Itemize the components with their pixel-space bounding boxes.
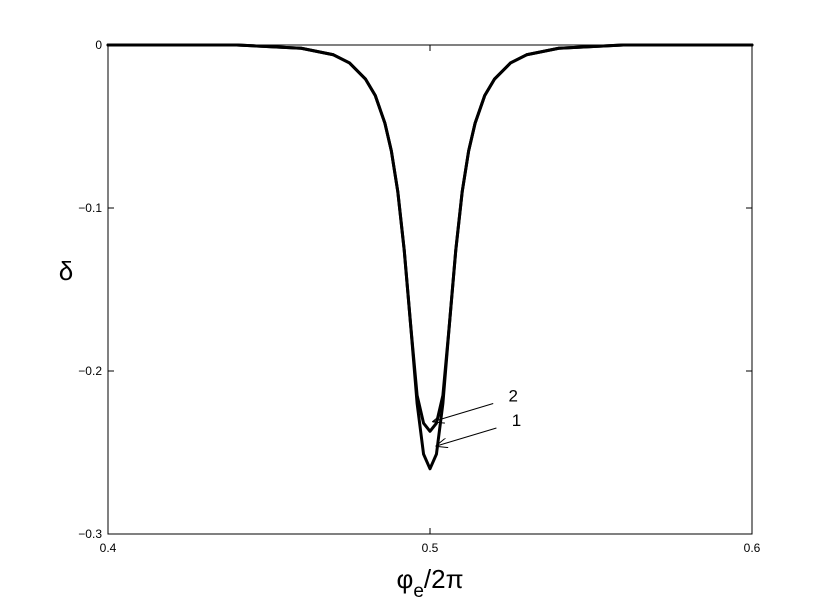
axis-tick-labels: 0.4 0.5 0.6 0 −0.1 −0.2 −0.3 xyxy=(78,38,760,555)
x-axis-label-main: φ xyxy=(396,564,413,594)
y-axis-label: δ xyxy=(59,256,73,286)
annotation-label-1: 1 xyxy=(512,411,521,430)
y-tick-label: −0.1 xyxy=(78,201,102,215)
series-line-2 xyxy=(106,43,754,433)
x-tick-label: 0.4 xyxy=(100,541,117,555)
series-layer xyxy=(106,43,754,471)
x-axis-label: φe/2π xyxy=(396,564,463,602)
x-tick-label: 0.5 xyxy=(422,541,439,555)
plot-frame xyxy=(107,44,753,535)
y-tick-label: −0.3 xyxy=(78,527,102,541)
annotation-layer: 21 xyxy=(433,387,521,446)
annotation-arrow-1 xyxy=(436,427,497,446)
x-axis-label-rest: /2π xyxy=(424,564,464,594)
y-tick-label: 0 xyxy=(95,38,102,52)
annotation-arrow-2 xyxy=(433,403,494,422)
x-axis-label-subscript: e xyxy=(413,581,424,602)
annotation-label-2: 2 xyxy=(508,387,517,406)
x-tick-label: 0.6 xyxy=(744,541,761,555)
y-tick-label: −0.2 xyxy=(78,364,102,378)
